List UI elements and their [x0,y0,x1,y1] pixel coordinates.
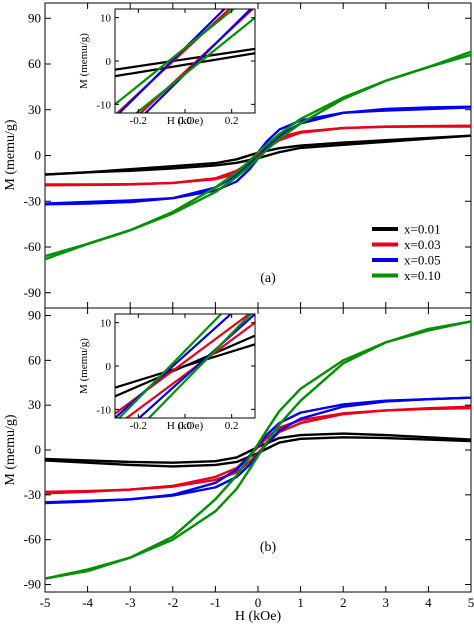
inset-a-x-label: H (kOe) [167,115,204,127]
series-x010-branch-1-line [45,320,471,580]
x-tick-label: 4 [425,595,432,610]
x-axis-label: H (kOe) [235,609,282,624]
y-tick-label: -60 [24,532,41,547]
legend-label-x001: x=0.01 [404,222,441,237]
series-x001-branch-2-line [115,47,255,71]
y-tick-label: 60 [28,352,41,367]
y-tick-label: 30 [28,102,41,117]
panel-a-tag: (a) [260,271,276,286]
x-tick-label: -0.2 [130,420,147,432]
x-tick-label: 0.2 [225,115,239,127]
x-tick-label: 0.2 [225,420,239,432]
y-tick-label: -10 [96,99,111,111]
x-tick-label: 0 [255,595,262,610]
series-x001-branch-2-line [115,343,255,389]
x-tick-label: 0.0 [178,420,192,432]
y-tick-label: 60 [28,56,41,71]
x-tick-label: 5 [468,595,474,610]
x-tick-label: 1 [297,595,304,610]
series-x001-branch-1-line [115,52,255,78]
x-tick-label: 3 [383,595,390,610]
series-x010-branch-2-line [45,320,471,580]
x-tick-label: -1 [210,595,221,610]
legend-label-x010: x=0.10 [404,268,441,283]
y-tick-label: -90 [24,577,41,592]
y-tick-label: 0 [35,442,42,457]
y-tick-label: -10 [96,404,111,416]
y-tick-label: 90 [28,307,41,322]
y-tick-label: 0 [35,148,42,163]
y-tick-label: -30 [24,193,41,208]
y-tick-label: 30 [28,397,41,412]
y-tick-label: 0 [106,56,112,68]
legend-label-x005: x=0.05 [404,253,441,268]
x-tick-label: -3 [125,595,136,610]
series-x003-branch-2-line [45,406,471,495]
inset-a-y-label: M (memu/g) [78,33,90,89]
x-tick-label: -5 [40,595,51,610]
y-tick-label: 10 [100,13,112,25]
y-tick-label: 90 [28,10,41,25]
x-tick-label: -0.2 [130,115,147,127]
inset-a-plot-area: -10 0 10 -0.2 0.0 0.2 [96,9,255,127]
series-x003-branch-1-line [45,405,471,494]
inset-a-axes [114,8,256,114]
inset-b-y-label: M (memu/g) [78,338,90,394]
y-axis-label-b: M (memu/g) [3,414,18,485]
series-x010-branch-2-line [147,314,253,418]
x-tick-label: -2 [167,595,178,610]
inset-b-plot-area: -10 0 10 -0.2 0.0 0.2 [96,314,255,432]
series-x003-branch-2-line [124,321,255,418]
y-tick-label: -90 [24,285,41,300]
series-x010-branch-1-line [117,314,223,418]
x-tick-label: -4 [82,595,93,610]
y-axis-label-a: M (memu/g) [3,119,18,190]
x-tick-label: 2 [340,595,347,610]
panel-a-plot-area: -90 -60 -30 0 30 60 90 [24,3,472,308]
inset-b-axes [114,313,256,419]
inset-b-x-label: H (kOe) [167,420,204,432]
legend: x=0.01x=0.03x=0.05x=0.10 [372,222,441,283]
panel-b-frame [44,307,472,593]
y-tick-label: -60 [24,239,41,254]
legend-label-x003: x=0.03 [404,237,441,252]
y-tick-label: 0 [106,361,112,373]
series-x010-branch-2-line [45,50,471,258]
y-tick-label: 10 [100,318,112,330]
x-tick-label: 0.0 [178,115,192,127]
panel-b-tag: (b) [260,540,277,555]
y-tick-label: -30 [24,487,41,502]
